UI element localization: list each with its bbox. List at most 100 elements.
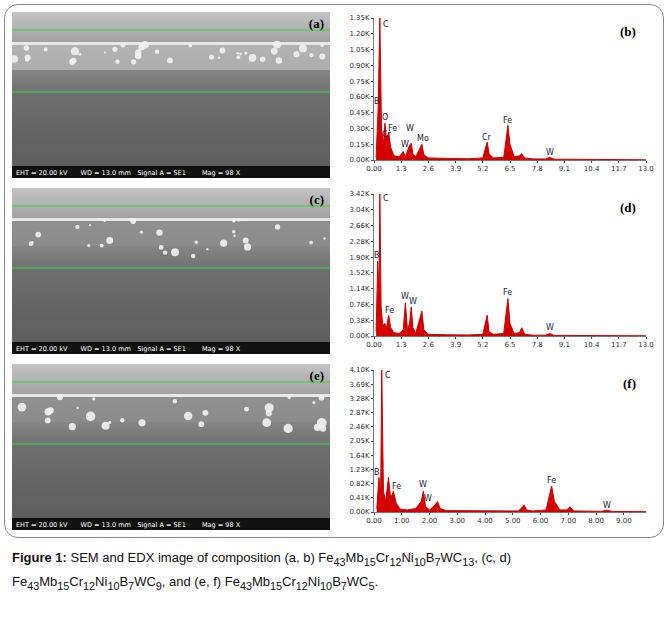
- svg-text:2.6: 2.6: [423, 341, 435, 349]
- svg-text:2.87K: 2.87K: [349, 409, 370, 417]
- svg-text:5.2: 5.2: [477, 165, 488, 173]
- svg-text:5.2: 5.2: [477, 341, 488, 349]
- svg-text:1.64K: 1.64K: [349, 452, 370, 460]
- svg-text:B: B: [374, 251, 380, 260]
- svg-text:C: C: [383, 194, 389, 203]
- svg-text:2.6: 2.6: [423, 165, 435, 173]
- svg-text:0.45K: 0.45K: [349, 109, 370, 117]
- svg-text:0.00: 0.00: [366, 165, 382, 173]
- svg-text:W: W: [401, 140, 409, 149]
- svg-text:Signal A = SE1: Signal A = SE1: [137, 521, 185, 529]
- svg-text:3.28K: 3.28K: [349, 395, 370, 403]
- svg-text:C: C: [383, 20, 389, 29]
- svg-text:2.46K: 2.46K: [349, 423, 370, 431]
- svg-text:3.00: 3.00: [449, 517, 465, 525]
- svg-text:1.3: 1.3: [396, 341, 407, 349]
- svg-text:9.1: 9.1: [559, 165, 570, 173]
- svg-text:(d): (d): [620, 200, 636, 215]
- svg-text:0.00K: 0.00K: [349, 156, 370, 164]
- svg-text:Fe: Fe: [388, 124, 397, 133]
- svg-text:2.66K: 2.66K: [349, 222, 370, 230]
- svg-text:1.14K: 1.14K: [349, 285, 370, 293]
- svg-text:WD = 13.0 mm: WD = 13.0 mm: [81, 521, 131, 529]
- svg-text:C: C: [385, 371, 391, 380]
- svg-text:B: B: [374, 468, 380, 477]
- svg-text:0.15K: 0.15K: [349, 141, 370, 149]
- svg-text:0.75K: 0.75K: [349, 78, 370, 86]
- svg-text:3.69K: 3.69K: [349, 381, 370, 389]
- svg-text:0.82K: 0.82K: [349, 480, 370, 488]
- svg-text:1.23K: 1.23K: [349, 466, 370, 474]
- svg-text:1.52K: 1.52K: [349, 269, 370, 277]
- svg-text:13.0: 13.0: [638, 341, 654, 349]
- svg-text:1.90K: 1.90K: [349, 254, 370, 262]
- svg-text:EHT = 20.00 kV: EHT = 20.00 kV: [16, 345, 68, 353]
- svg-text:Fe: Fe: [392, 482, 401, 491]
- svg-text:2.00: 2.00: [422, 517, 438, 525]
- svg-text:4.10K: 4.10K: [349, 366, 370, 374]
- svg-text:(b): (b): [620, 24, 636, 39]
- svg-text:Mag = 98 X: Mag = 98 X: [202, 345, 241, 353]
- svg-text:EHT = 20.00 kV: EHT = 20.00 kV: [16, 521, 68, 529]
- svg-text:Fe: Fe: [503, 116, 512, 125]
- svg-text:4.00: 4.00: [477, 517, 493, 525]
- svg-text:6.00: 6.00: [533, 517, 549, 525]
- svg-text:3.04K: 3.04K: [349, 206, 370, 214]
- svg-text:1.00: 1.00: [394, 517, 410, 525]
- svg-text:Mag = 98 X: Mag = 98 X: [202, 169, 241, 177]
- svg-text:(a): (a): [309, 16, 324, 31]
- svg-text:5.00: 5.00: [505, 517, 521, 525]
- svg-text:W: W: [546, 148, 554, 157]
- svg-text:9.1: 9.1: [559, 341, 570, 349]
- svg-text:7.8: 7.8: [532, 341, 543, 349]
- svg-text:Mo: Mo: [417, 134, 429, 143]
- svg-text:10.4: 10.4: [584, 165, 600, 173]
- svg-text:1.35K: 1.35K: [349, 14, 370, 22]
- svg-text:11.7: 11.7: [611, 341, 627, 349]
- svg-text:0.60K: 0.60K: [349, 93, 370, 101]
- svg-text:B: B: [374, 97, 380, 106]
- svg-text:W: W: [406, 124, 414, 133]
- svg-text:Fe: Fe: [547, 476, 556, 485]
- svg-text:Fe: Fe: [385, 306, 394, 315]
- svg-text:13.0: 13.0: [638, 165, 654, 173]
- svg-text:2.28K: 2.28K: [349, 238, 370, 246]
- svg-text:W: W: [409, 297, 417, 306]
- svg-text:W: W: [401, 292, 409, 301]
- svg-text:Signal A = SE1: Signal A = SE1: [137, 169, 185, 177]
- svg-text:2.05K: 2.05K: [349, 437, 370, 445]
- svg-text:0.00: 0.00: [366, 341, 382, 349]
- svg-text:3.9: 3.9: [450, 165, 461, 173]
- svg-text:10.4: 10.4: [584, 341, 600, 349]
- svg-text:0.00K: 0.00K: [349, 508, 370, 516]
- svg-text:WD = 13.0 mm: WD = 13.0 mm: [81, 169, 131, 177]
- svg-text:0.38K: 0.38K: [349, 317, 370, 325]
- svg-text:3.9: 3.9: [450, 341, 461, 349]
- svg-text:1.05K: 1.05K: [349, 46, 370, 54]
- svg-text:WD = 13.0 mm: WD = 13.0 mm: [81, 345, 131, 353]
- svg-text:6.5: 6.5: [504, 165, 515, 173]
- svg-text:W: W: [419, 480, 427, 489]
- svg-text:EHT = 20.00 kV: EHT = 20.00 kV: [16, 169, 68, 177]
- svg-text:7.00: 7.00: [560, 517, 576, 525]
- svg-text:0.41K: 0.41K: [349, 494, 370, 502]
- svg-text:(f): (f): [623, 376, 636, 391]
- svg-text:8.00: 8.00: [588, 517, 604, 525]
- svg-text:6.5: 6.5: [504, 341, 515, 349]
- svg-text:1.3: 1.3: [396, 165, 407, 173]
- svg-text:W: W: [603, 501, 611, 510]
- svg-text:0.76K: 0.76K: [349, 301, 370, 309]
- svg-text:Signal A = SE1: Signal A = SE1: [137, 345, 185, 353]
- svg-text:0.00K: 0.00K: [349, 332, 370, 340]
- svg-text:W: W: [546, 323, 554, 332]
- svg-text:0.30K: 0.30K: [349, 125, 370, 133]
- svg-text:O: O: [382, 113, 388, 122]
- svg-text:Fe: Fe: [503, 288, 512, 297]
- svg-text:3.42K: 3.42K: [349, 190, 370, 198]
- svg-text:11.7: 11.7: [611, 165, 627, 173]
- svg-text:7.8: 7.8: [532, 165, 543, 173]
- svg-text:Cr: Cr: [482, 133, 492, 142]
- svg-text:0.90K: 0.90K: [349, 62, 370, 70]
- svg-text:W: W: [424, 494, 432, 503]
- svg-text:(e): (e): [310, 368, 324, 383]
